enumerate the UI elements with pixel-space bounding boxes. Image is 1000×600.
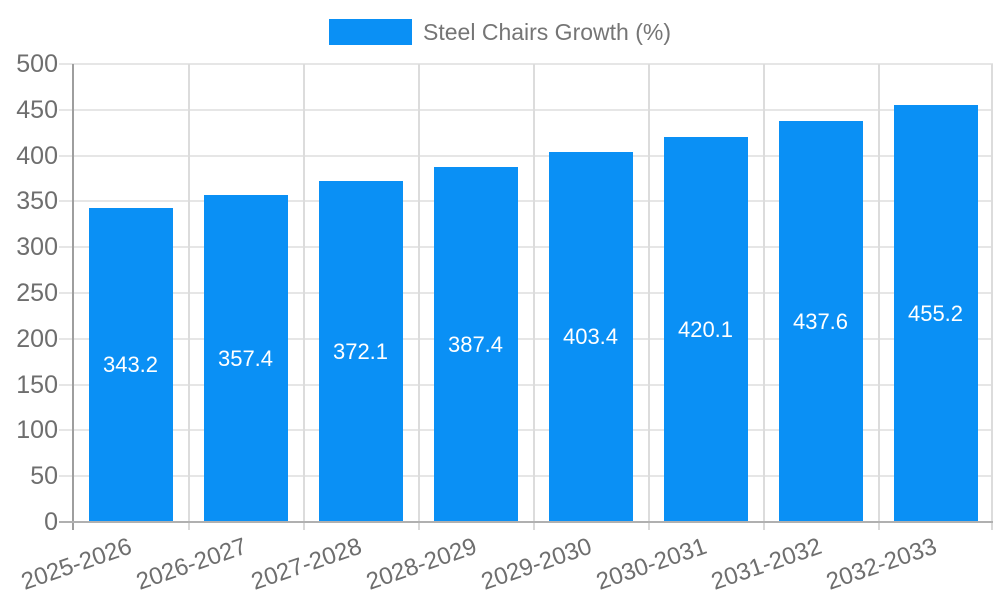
y-tick-label: 450 <box>16 95 58 124</box>
x-tick-mark <box>188 522 190 530</box>
y-gridline <box>59 337 993 340</box>
x-tick-label: 2026-2027 <box>132 532 250 596</box>
bar-value-label: 387.4 <box>447 331 504 357</box>
x-tick-label: 2031-2032 <box>707 532 825 596</box>
x-tick-mark <box>533 522 535 530</box>
bar: 387.4 <box>433 167 518 522</box>
x-tick-label: 2029-2030 <box>477 532 595 596</box>
y-tick-label: 150 <box>16 370 58 399</box>
x-gridline <box>303 64 305 522</box>
y-gridline <box>59 383 993 386</box>
x-gridline <box>878 64 880 522</box>
legend-color-swatch-icon <box>329 19 413 45</box>
y-gridline <box>59 475 993 478</box>
plot-area: 343.2 357.4 372.1 387.4 403.4 420.1 437.6 455.2 <box>59 63 993 530</box>
bar-value-label: 455.2 <box>907 300 964 326</box>
x-tick-mark <box>648 522 650 530</box>
x-tick-label: 2028-2029 <box>362 532 480 596</box>
bar-value-label: 372.1 <box>332 338 389 364</box>
x-gridline <box>188 64 190 522</box>
bar-value-label: 343.2 <box>102 352 159 377</box>
x-tick-label: 2025-2026 <box>17 532 135 596</box>
x-tick-mark <box>763 522 765 530</box>
bar: 437.6 <box>778 121 863 522</box>
y-tick-label: 50 <box>30 462 58 491</box>
x-tick-mark <box>303 522 305 530</box>
bar-value-label: 403.4 <box>562 324 619 349</box>
y-tick-label: 200 <box>16 324 58 353</box>
x-tick-label: 2027-2028 <box>247 532 365 596</box>
legend-label: Steel Chairs Growth (%) <box>423 18 671 45</box>
bar: 455.2 <box>893 105 978 522</box>
y-gridline <box>59 108 993 111</box>
y-gridline <box>59 246 993 249</box>
y-gridline <box>59 63 993 65</box>
x-tick-label: 2032-2033 <box>822 532 940 596</box>
y-tick-label: 350 <box>16 187 58 216</box>
bar: 372.1 <box>318 181 403 522</box>
y-gridline <box>59 429 993 432</box>
x-tick-mark <box>991 522 993 530</box>
y-tick-label: 300 <box>16 233 58 262</box>
legend: Steel Chairs Growth (%) <box>0 17 1000 47</box>
bar-value-label: 437.6 <box>792 308 849 334</box>
x-axis-line <box>59 521 993 523</box>
x-tick-mark <box>418 522 420 530</box>
x-gridline <box>648 64 650 522</box>
y-tick-label: 0 <box>44 508 58 536</box>
x-gridline <box>763 64 765 522</box>
bar: 403.4 <box>548 152 633 522</box>
bar-value-label: 420.1 <box>677 316 734 342</box>
x-gridline <box>418 64 420 522</box>
y-tick-label: 250 <box>16 279 58 307</box>
bar-value-label: 357.4 <box>217 345 274 371</box>
bar: 420.1 <box>663 137 748 522</box>
y-tick-label: 500 <box>16 50 58 78</box>
y-tick-label: 400 <box>16 141 58 170</box>
y-gridline <box>59 200 993 203</box>
bar: 357.4 <box>203 195 288 522</box>
y-tick-label: 100 <box>16 416 58 445</box>
bar: 343.2 <box>88 208 173 522</box>
y-gridline <box>59 292 993 294</box>
y-axis-line <box>72 64 74 530</box>
y-gridline <box>59 154 993 157</box>
x-tick-mark <box>878 522 880 530</box>
x-gridline <box>991 64 993 522</box>
x-gridline <box>533 64 535 522</box>
x-tick-label: 2030-2031 <box>592 532 710 596</box>
